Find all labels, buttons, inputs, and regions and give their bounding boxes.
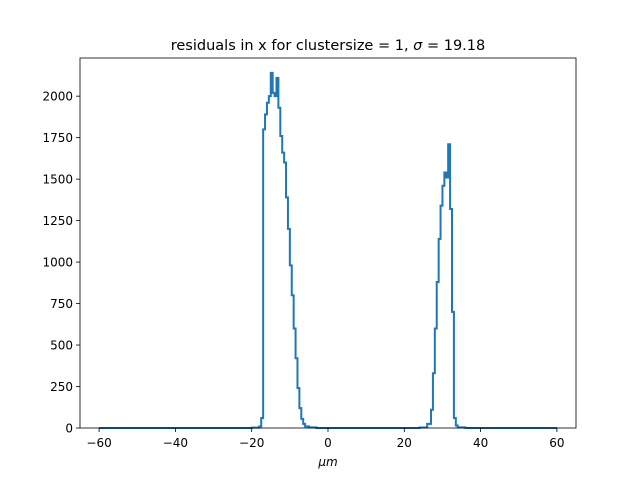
y-tick-label: 0	[65, 422, 73, 436]
y-tick-label: 250	[50, 380, 73, 394]
y-tick-label: 1500	[42, 173, 73, 187]
x-tick-label: −40	[163, 436, 188, 450]
x-axis-label-unit: m	[326, 455, 338, 469]
y-tick-label: 1250	[42, 214, 73, 228]
y-tick-label: 2000	[42, 90, 73, 104]
y-axis-ticks: 0 250 500 750 1000 1250 1500 1750 2000	[42, 90, 80, 436]
y-tick-label: 1750	[42, 131, 73, 145]
y-tick-label: 750	[50, 297, 73, 311]
title-prefix: residuals in x for clustersize = 1,	[171, 38, 413, 54]
chart-title: residuals in x for clustersize = 1, σ = …	[171, 38, 486, 54]
x-axis-label-mu: μ	[317, 455, 326, 469]
title-suffix: = 19.18	[422, 38, 485, 54]
x-tick-label: 40	[473, 436, 488, 450]
histogram-step-line	[99, 71, 557, 429]
x-tick-label: 60	[549, 436, 564, 450]
y-tick-label: 500	[50, 339, 73, 353]
x-tick-label: 20	[397, 436, 412, 450]
x-tick-label: −60	[86, 436, 111, 450]
title-sigma: σ	[413, 38, 423, 54]
x-axis-label: μm	[317, 455, 337, 469]
plot-background	[80, 58, 576, 428]
x-tick-label: 0	[324, 436, 332, 450]
y-tick-label: 1000	[42, 256, 73, 270]
histogram-marks	[99, 71, 557, 429]
x-axis-ticks: −60 −40 −20 0 20 40 60	[86, 428, 565, 450]
x-tick-label: −20	[239, 436, 264, 450]
